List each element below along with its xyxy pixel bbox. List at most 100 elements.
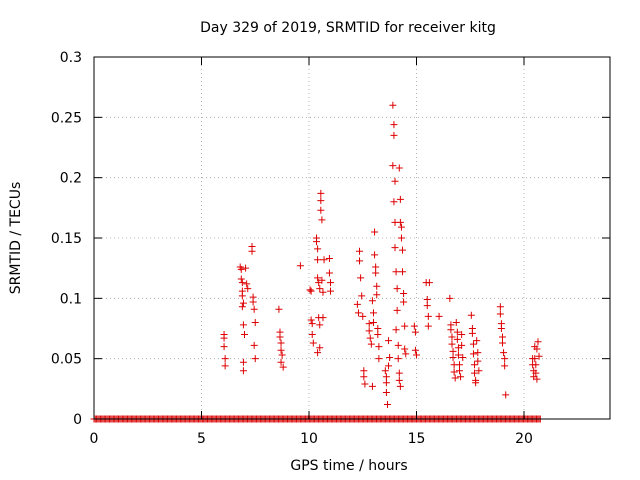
data-point [241,331,248,339]
data-point [238,279,246,287]
data-point [239,358,247,366]
data-point [237,275,245,283]
data-point [361,380,369,388]
data-point [374,325,382,332]
data-point [319,288,327,296]
data-point [373,282,381,290]
data-point [275,305,283,313]
data-point [453,328,461,336]
data-point [454,351,462,359]
data-point [435,312,443,320]
data-point [373,291,381,299]
x-tick-label: 0 [90,431,99,447]
data-point [424,322,432,330]
data-layer [90,101,544,423]
data-point [534,338,542,346]
data-point [456,361,463,369]
data-point [357,274,365,282]
data-point [471,369,479,377]
data-point [469,340,477,348]
data-point [325,255,333,263]
data-point [221,355,229,363]
y-tick-label: 0.25 [51,110,82,126]
data-point [318,276,326,284]
data-point [390,198,398,206]
data-point [372,269,380,277]
data-point [475,367,483,375]
data-point [317,197,325,205]
data-point [370,309,377,317]
data-point [239,321,247,329]
data-point [278,351,286,359]
data-point [411,328,419,336]
y-axis-label: SRMTID / TECUs [8,182,24,295]
data-point [393,285,401,293]
data-point [456,367,463,375]
x-axis-label: GPS time / hours [290,458,407,474]
data-point [391,244,399,252]
data-point [533,345,541,353]
data-point [374,331,382,339]
data-point [325,269,333,277]
data-point [307,287,315,295]
data-point [239,367,247,375]
data-point [371,251,379,259]
data-point [452,318,460,326]
data-point [402,350,410,358]
data-point [308,320,316,328]
data-point [397,234,405,242]
grid-layer [94,57,610,419]
data-point [277,358,285,366]
data-point [410,322,418,330]
data-point [251,355,259,363]
data-point [243,280,251,288]
data-point [277,339,285,347]
data-point [250,341,258,349]
chart-title: Day 329 of 2019, SRMTID for receiver kit… [200,20,496,36]
data-point [306,286,314,294]
data-point [239,299,247,307]
data-point [279,363,287,371]
data-point [316,285,324,293]
y-tick-label: 0 [73,412,82,428]
data-point [390,131,398,139]
data-point [383,401,391,409]
data-point [472,379,480,387]
x-tick-label: 20 [515,431,533,447]
data-point [392,326,400,334]
data-point [496,303,504,311]
data-point [392,268,400,276]
data-point [375,343,383,351]
data-point [448,333,456,341]
data-point [389,101,397,109]
data-point [531,355,539,363]
data-point [356,247,364,255]
data-point [249,298,257,306]
data-point [397,223,405,231]
data-point [425,279,433,287]
data-point [277,346,285,354]
data-point [385,362,393,370]
data-point [459,353,467,361]
data-point [446,294,454,302]
data-point [276,333,284,341]
y-tick-label: 0.15 [51,231,82,247]
data-point [372,263,380,271]
data-point [366,334,374,342]
y-tick-label: 0.2 [60,171,82,187]
data-point [457,373,465,381]
data-point [395,369,403,377]
data-point [390,121,398,129]
data-point [499,333,506,341]
data-point [242,264,250,272]
data-point [371,228,379,236]
data-point [327,287,334,295]
data-point [396,218,404,226]
data-point [499,339,506,347]
data-point [497,325,505,332]
data-point [238,303,246,311]
data-point [385,337,393,345]
data-point [316,344,324,352]
data-point [251,318,259,326]
